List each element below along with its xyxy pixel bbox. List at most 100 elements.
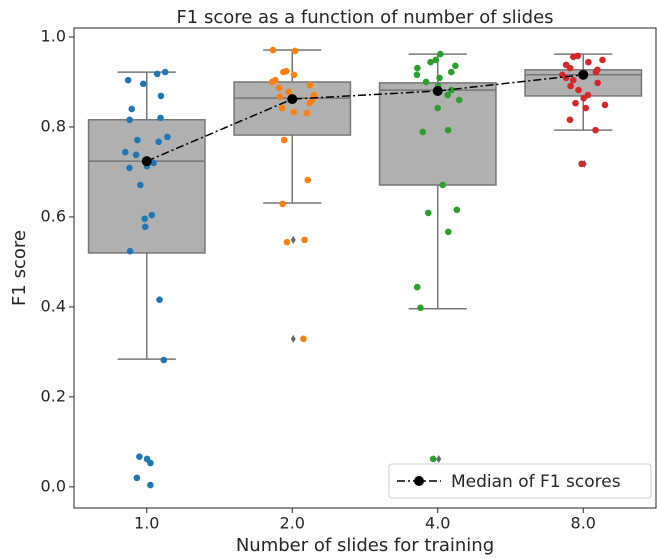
strip-point bbox=[279, 200, 286, 208]
strip-point bbox=[427, 58, 434, 66]
strip-point bbox=[124, 76, 132, 84]
strip-point bbox=[592, 126, 599, 134]
strip-point bbox=[569, 76, 577, 84]
strip-point bbox=[156, 296, 163, 304]
strip-point bbox=[419, 128, 427, 136]
median-point bbox=[432, 85, 443, 96]
strip-point bbox=[126, 164, 133, 172]
strip-point bbox=[448, 86, 455, 94]
strip-point bbox=[300, 335, 307, 343]
strip-point bbox=[592, 68, 600, 76]
strip-point bbox=[306, 99, 313, 107]
strip-point bbox=[269, 46, 277, 54]
y-tick-label: 0.2 bbox=[41, 386, 66, 405]
strip-point bbox=[570, 53, 577, 61]
x-tick-label: 8.0 bbox=[571, 514, 596, 533]
flier bbox=[290, 235, 296, 244]
strip-point bbox=[147, 481, 154, 489]
strip-point bbox=[301, 236, 308, 244]
strip-point bbox=[139, 80, 147, 88]
strip-point bbox=[280, 68, 287, 76]
strip-point bbox=[582, 104, 590, 112]
strip-point bbox=[432, 56, 440, 64]
strip-point bbox=[444, 228, 452, 236]
strip-point bbox=[453, 206, 461, 214]
x-tick-label: 4.0 bbox=[425, 514, 450, 533]
strip-point bbox=[417, 304, 424, 312]
flier bbox=[436, 454, 442, 463]
strip-point bbox=[126, 247, 134, 255]
x-tick-label: 1.0 bbox=[134, 514, 159, 533]
strip-point bbox=[303, 109, 311, 117]
strip-point bbox=[283, 238, 291, 246]
strip-point bbox=[137, 181, 144, 189]
y-tick-label: 1.0 bbox=[41, 26, 66, 45]
strip-point bbox=[594, 79, 601, 87]
y-tick-label: 0.4 bbox=[41, 296, 66, 315]
strip-point bbox=[268, 78, 276, 86]
box bbox=[233, 81, 352, 136]
strip-point bbox=[278, 104, 286, 112]
strip-point bbox=[276, 93, 284, 101]
strip-point bbox=[157, 114, 164, 122]
box bbox=[87, 119, 206, 254]
strip-point bbox=[121, 148, 129, 156]
y-tick-label: 0.0 bbox=[41, 476, 66, 495]
flier bbox=[290, 334, 296, 343]
strip-point bbox=[126, 116, 133, 124]
strip-point bbox=[566, 116, 574, 124]
strip-point bbox=[578, 160, 585, 168]
strip-point bbox=[436, 74, 443, 82]
strip-point bbox=[150, 159, 157, 167]
strip-point bbox=[132, 151, 140, 159]
plot-frame bbox=[73, 27, 657, 509]
strip-point bbox=[452, 62, 459, 70]
strip-point bbox=[148, 211, 156, 219]
strip-point bbox=[291, 47, 299, 55]
y-tick-label: 0.8 bbox=[41, 116, 66, 135]
x-tick-label: 2.0 bbox=[280, 514, 305, 533]
strip-point bbox=[562, 74, 570, 82]
strip-point bbox=[444, 91, 451, 99]
strip-point bbox=[580, 94, 587, 102]
box bbox=[378, 82, 497, 186]
strip-point bbox=[434, 104, 441, 112]
strip-point bbox=[572, 99, 579, 107]
strip-point bbox=[455, 96, 463, 104]
strip-point bbox=[275, 84, 283, 92]
strip-point bbox=[429, 455, 437, 463]
strip-point bbox=[436, 50, 444, 58]
strip-point bbox=[306, 81, 314, 89]
strip-point bbox=[157, 92, 165, 100]
legend: Median of F1 scores bbox=[388, 463, 652, 499]
legend-label: Median of F1 scores bbox=[451, 472, 621, 492]
strip-point bbox=[128, 105, 136, 113]
strip-point bbox=[136, 453, 143, 461]
strip-point bbox=[290, 108, 298, 116]
strip-point bbox=[280, 136, 288, 144]
y-axis-label: F1 score bbox=[9, 230, 30, 306]
legend-box bbox=[388, 463, 652, 499]
strip-point bbox=[141, 215, 149, 223]
median-point bbox=[578, 69, 589, 80]
strip-point bbox=[425, 209, 432, 217]
strip-point bbox=[285, 88, 292, 96]
strip-point bbox=[575, 86, 582, 94]
strip-point bbox=[422, 78, 430, 86]
median-point bbox=[287, 94, 298, 105]
strip-point bbox=[585, 58, 592, 66]
strip-point bbox=[134, 136, 141, 144]
strip-point bbox=[601, 101, 609, 109]
strip-point bbox=[161, 68, 169, 76]
strip-point bbox=[447, 68, 455, 76]
strip-point bbox=[566, 64, 574, 72]
strip-point bbox=[439, 181, 446, 189]
strip-point bbox=[304, 176, 312, 184]
strip-point bbox=[141, 223, 149, 231]
x-axis-label: Number of slides for training bbox=[236, 535, 494, 556]
strip-point bbox=[155, 138, 162, 146]
strip-point bbox=[153, 70, 161, 78]
strip-point bbox=[164, 133, 171, 141]
median-point bbox=[141, 156, 152, 167]
